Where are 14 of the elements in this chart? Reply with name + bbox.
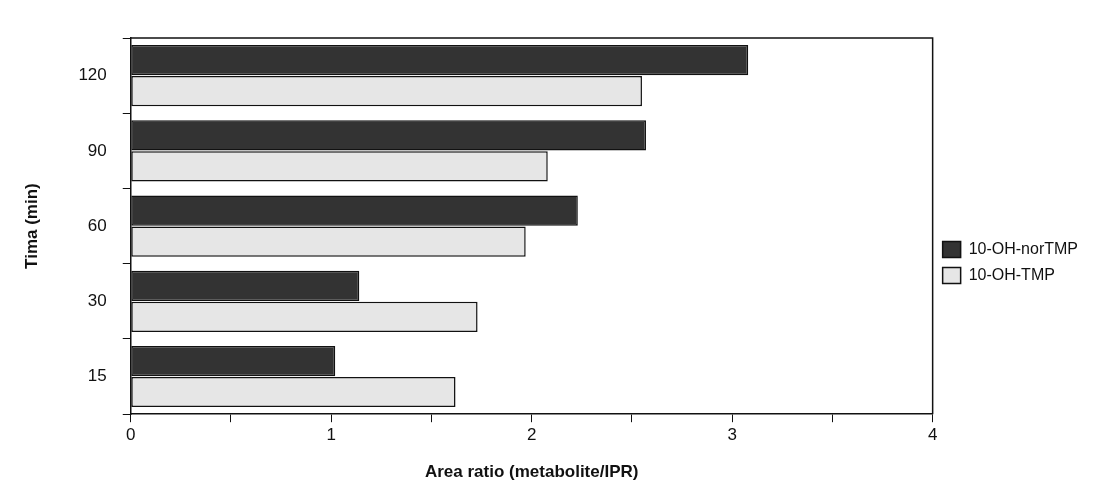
x-tick-label: 3 (727, 425, 737, 445)
legend-label: 10-OH-TMP (968, 265, 1055, 283)
y-tick-label: 15 (87, 366, 107, 386)
y-tick-label: 60 (87, 215, 107, 235)
x-tick-label: 0 (126, 425, 136, 445)
x-axis-title: Area ratio (metabolite/IPR) (424, 462, 639, 482)
legend-label: 10-OH-norTMP (968, 239, 1079, 257)
y-tick-label: 120 (78, 65, 107, 85)
y-tick-label: 90 (87, 140, 107, 160)
x-tick-label: 1 (326, 425, 336, 445)
y-tick-label: 30 (87, 291, 107, 311)
x-tick-label: 2 (526, 425, 537, 445)
y-axis-title: Tima (min) (21, 183, 41, 269)
x-tick-label: 4 (927, 425, 938, 445)
